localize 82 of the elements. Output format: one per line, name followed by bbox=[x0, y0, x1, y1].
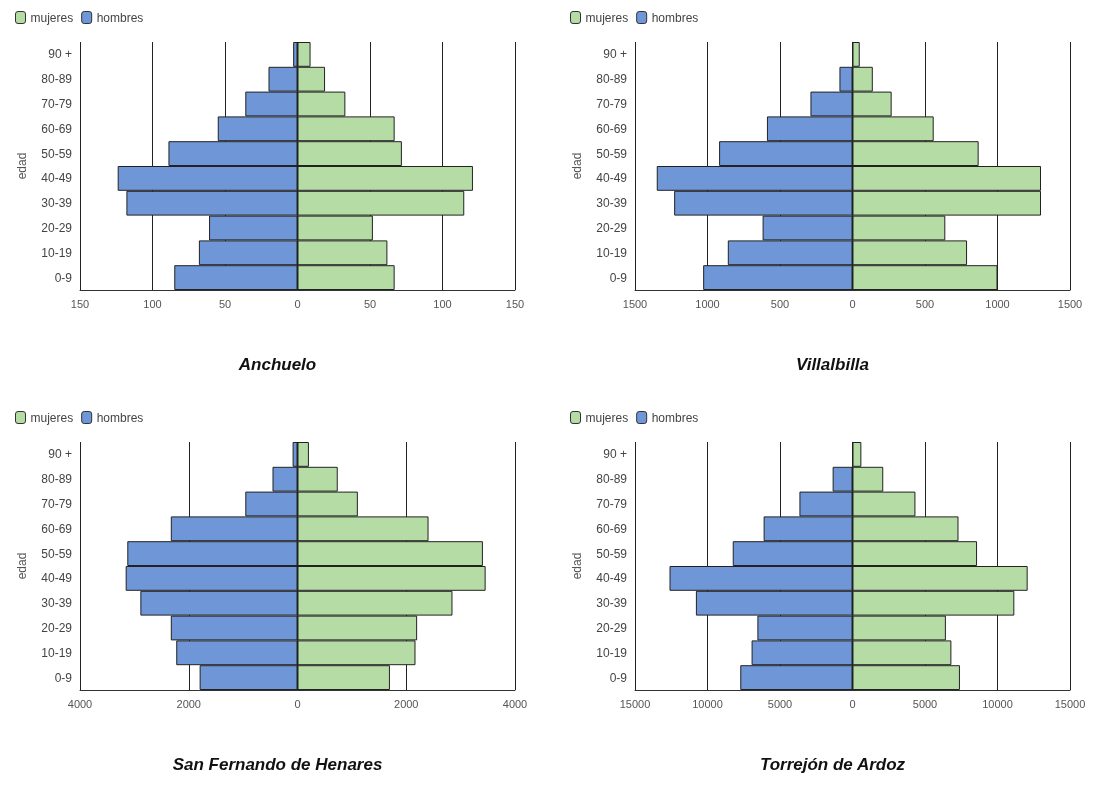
legend-label: hombres bbox=[96, 410, 144, 425]
x-tick-label: 10000 bbox=[692, 697, 723, 710]
text: San Fernando de Henares bbox=[172, 755, 383, 774]
legend-label: hombres bbox=[651, 410, 699, 425]
x-tick-label: 0 bbox=[849, 697, 856, 710]
legend-label: hombres bbox=[651, 10, 699, 25]
y-tick-label: 30-39 bbox=[596, 596, 628, 611]
x-tick-label: 0 bbox=[294, 297, 301, 310]
legend-label: mujeres bbox=[30, 10, 74, 25]
x-tick-label: 100 bbox=[143, 297, 162, 310]
x-tick-label: 15000 bbox=[619, 697, 651, 710]
y-tick-label: 30-39 bbox=[41, 196, 73, 211]
y-tick-label: 40-49 bbox=[41, 571, 73, 586]
legend-label: mujeres bbox=[30, 410, 74, 425]
x-tick-label: 1000 bbox=[695, 297, 720, 310]
x-tick-label: 1500 bbox=[622, 297, 648, 310]
x-tick-label: 1000 bbox=[985, 297, 1010, 310]
y-tick-label: 20-29 bbox=[41, 621, 73, 635]
x-tick-label: 500 bbox=[915, 297, 935, 310]
y-tick-label: 60-69 bbox=[596, 521, 628, 536]
text: Villalbilla bbox=[795, 355, 870, 374]
text: Torrejón de Ardoz bbox=[759, 755, 906, 774]
text: Anchuelo bbox=[237, 355, 317, 374]
y-tick-label: 0-9 bbox=[609, 270, 628, 285]
x-tick-label: 4000 bbox=[67, 697, 93, 710]
y-tick-label: 90 + bbox=[603, 47, 627, 62]
legend-label: mujeres bbox=[585, 10, 629, 25]
y-axis-title: edad bbox=[15, 552, 29, 580]
y-tick-label: 80-89 bbox=[41, 472, 73, 487]
x-tick-label: 150 bbox=[70, 297, 90, 310]
y-tick-label: 30-39 bbox=[41, 596, 73, 611]
y-tick-label: 80-89 bbox=[41, 72, 73, 87]
y-tick-label: 20-29 bbox=[596, 621, 628, 635]
y-tick-label: 70-79 bbox=[596, 97, 628, 111]
y-tick-label: 90 + bbox=[48, 447, 72, 462]
y-axis-title: edad bbox=[570, 152, 584, 180]
y-tick-label: 0-9 bbox=[609, 670, 628, 685]
y-tick-label: 60-69 bbox=[41, 121, 73, 136]
y-tick-label: 80-89 bbox=[596, 72, 628, 87]
y-tick-label: 80-89 bbox=[596, 472, 628, 487]
x-tick-label: 5000 bbox=[912, 697, 938, 710]
y-tick-label: 40-49 bbox=[596, 571, 628, 586]
y-tick-label: 50-59 bbox=[41, 146, 73, 161]
legend-label: hombres bbox=[96, 10, 144, 25]
y-tick-label: 10-19 bbox=[41, 245, 73, 260]
y-tick-label: 90 + bbox=[48, 47, 72, 62]
x-tick-label: 1500 bbox=[1057, 297, 1083, 310]
x-tick-label: 0 bbox=[294, 697, 301, 710]
y-tick-label: 0-9 bbox=[54, 670, 73, 685]
x-tick-label: 50 bbox=[363, 297, 377, 310]
x-tick-label: 5000 bbox=[767, 697, 793, 710]
legend-label: mujeres bbox=[585, 410, 629, 425]
y-tick-label: 10-19 bbox=[596, 645, 628, 660]
y-tick-label: 50-59 bbox=[596, 146, 628, 161]
y-tick-label: 70-79 bbox=[41, 497, 73, 511]
y-tick-label: 10-19 bbox=[596, 245, 628, 260]
y-tick-label: 70-79 bbox=[596, 497, 628, 511]
y-tick-label: 40-49 bbox=[41, 171, 73, 186]
y-tick-label: 20-29 bbox=[41, 221, 73, 235]
x-tick-label: 15000 bbox=[1054, 697, 1086, 710]
y-axis-title: edad bbox=[15, 152, 29, 180]
y-tick-label: 10-19 bbox=[41, 645, 73, 660]
x-tick-label: 0 bbox=[849, 297, 856, 310]
y-axis-title: edad bbox=[570, 552, 584, 580]
x-tick-label: 150 bbox=[505, 297, 525, 310]
y-tick-label: 20-29 bbox=[596, 221, 628, 235]
y-tick-label: 60-69 bbox=[596, 121, 628, 136]
y-tick-label: 60-69 bbox=[41, 521, 73, 536]
x-tick-label: 2000 bbox=[394, 697, 419, 710]
y-tick-label: 50-59 bbox=[596, 546, 628, 561]
x-tick-label: 50 bbox=[218, 297, 232, 310]
y-tick-label: 30-39 bbox=[596, 196, 628, 211]
y-tick-label: 70-79 bbox=[41, 97, 73, 111]
x-tick-label: 500 bbox=[770, 297, 790, 310]
y-tick-label: 40-49 bbox=[596, 171, 628, 186]
x-tick-label: 4000 bbox=[502, 697, 528, 710]
x-tick-label: 10000 bbox=[982, 697, 1013, 710]
x-tick-label: 2000 bbox=[176, 697, 201, 710]
y-tick-label: 50-59 bbox=[41, 546, 73, 561]
y-tick-label: 90 + bbox=[603, 447, 627, 462]
x-tick-label: 100 bbox=[433, 297, 452, 310]
y-tick-label: 0-9 bbox=[54, 270, 73, 285]
